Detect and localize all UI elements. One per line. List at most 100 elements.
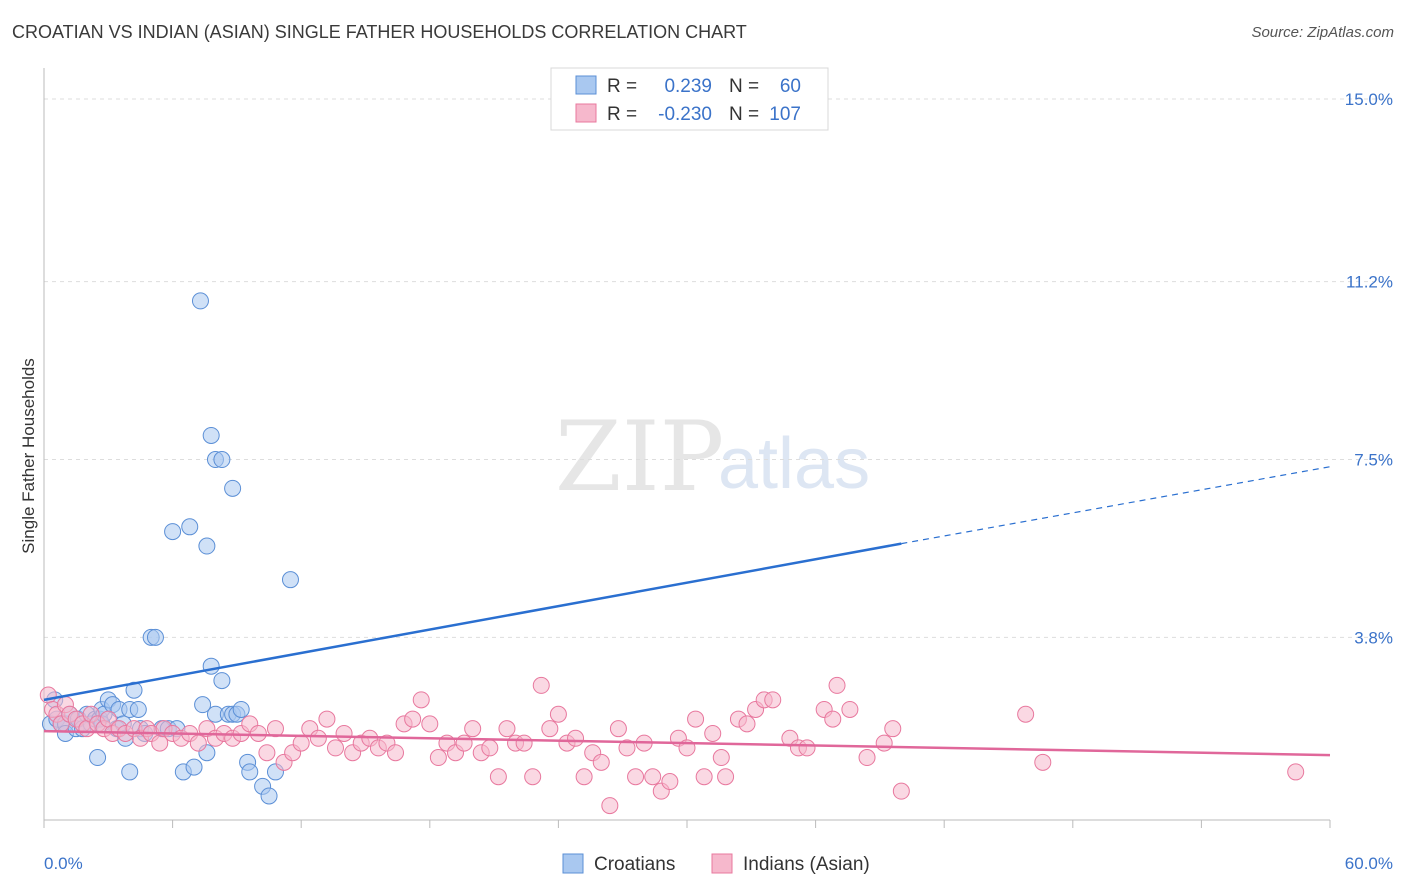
data-point — [481, 739, 499, 757]
data-point — [129, 700, 147, 718]
data-point — [798, 739, 816, 757]
y-tick-label: 11.2% — [1346, 273, 1393, 292]
data-point — [1287, 763, 1305, 781]
data-point — [39, 686, 57, 704]
x-tick-label: 60.0% — [1345, 854, 1393, 873]
trend-line-croatians — [43, 542, 902, 702]
data-point — [189, 734, 207, 752]
data-point — [191, 292, 209, 310]
series-legend: Croatians Indians (Asian) — [562, 853, 870, 875]
x-tick-label: 0.0% — [44, 854, 83, 873]
watermark-atlas: atlas — [718, 424, 870, 504]
y-tick-label: 15.0% — [1345, 90, 1393, 109]
data-point — [575, 768, 593, 786]
data-point — [198, 537, 216, 555]
data-point — [412, 691, 430, 709]
data-point — [515, 734, 533, 752]
data-point — [824, 710, 842, 728]
data-point — [213, 451, 231, 469]
data-point — [489, 768, 507, 786]
data-point — [455, 734, 473, 752]
y-tick-label: 3.8% — [1354, 628, 1393, 647]
y-tick-labels: 3.8% 7.5% 11.2% 15.0% — [1345, 90, 1393, 647]
data-point — [404, 710, 422, 728]
legend-n-value: 60 — [780, 76, 801, 97]
data-point — [181, 518, 199, 536]
data-point — [712, 749, 730, 767]
data-point — [202, 426, 220, 444]
legend-n-value: 107 — [769, 104, 801, 125]
trend-line-croatians-extension — [901, 466, 1331, 545]
data-point — [164, 523, 182, 541]
data-point — [292, 734, 310, 752]
data-point — [421, 715, 439, 733]
data-point — [704, 724, 722, 742]
legend-label-indians: Indians (Asian) — [743, 854, 870, 875]
legend-swatch-croatians — [575, 75, 597, 95]
data-point — [828, 676, 846, 694]
data-point — [498, 720, 516, 738]
y-axis-label: Single Father Households — [19, 358, 38, 554]
data-point — [464, 720, 482, 738]
legend-n-label: N = — [729, 76, 759, 97]
data-point — [627, 768, 645, 786]
data-point — [695, 768, 713, 786]
data-point — [875, 734, 893, 752]
data-point — [266, 720, 284, 738]
data-point — [232, 700, 250, 718]
legend-swatch-croatians-bottom — [562, 853, 584, 874]
data-point — [89, 749, 107, 767]
data-point — [524, 768, 542, 786]
legend-n-label: N = — [729, 104, 759, 125]
data-point — [241, 763, 259, 781]
data-point — [541, 720, 559, 738]
legend-r-value: 0.239 — [664, 76, 712, 97]
data-point — [213, 672, 231, 690]
data-point — [121, 763, 139, 781]
legend-swatch-indians-bottom — [711, 853, 733, 874]
data-point — [532, 676, 550, 694]
x-tick-labels: 0.0% 60.0% — [44, 854, 1393, 873]
data-point — [764, 691, 782, 709]
data-point — [224, 479, 242, 497]
data-point — [1034, 753, 1052, 771]
data-point — [318, 710, 336, 728]
legend-box — [550, 67, 829, 131]
legend-r-label: R = — [607, 104, 637, 125]
watermark-zip: ZIP — [555, 401, 724, 513]
legend-r-label: R = — [607, 76, 637, 97]
data-point — [194, 696, 212, 714]
data-point — [185, 758, 203, 776]
data-point — [738, 715, 756, 733]
gridlines — [44, 98, 1395, 638]
data-point — [892, 782, 910, 800]
data-point — [884, 720, 902, 738]
data-point — [1017, 705, 1035, 723]
data-point — [258, 744, 276, 762]
trend-lines — [43, 466, 1331, 757]
data-point — [644, 768, 662, 786]
data-point — [326, 739, 344, 757]
data-point — [387, 744, 405, 762]
data-point — [260, 787, 278, 805]
data-point — [717, 768, 735, 786]
data-point — [601, 797, 619, 815]
y-tick-label: 7.5% — [1354, 451, 1393, 470]
source-label: Source: ZipAtlas.com — [1251, 24, 1394, 41]
data-point — [567, 729, 585, 747]
data-point — [549, 705, 567, 723]
data-point — [429, 749, 447, 767]
data-point — [661, 773, 679, 791]
data-point — [841, 700, 859, 718]
data-point — [281, 571, 299, 589]
trend-line-indians — [43, 729, 1331, 757]
data-point — [202, 657, 220, 675]
data-point — [335, 724, 353, 742]
legend-r-value: -0.230 — [658, 104, 712, 125]
correlation-legend: R = 0.239 N = 60 R = -0.230 N = 107 — [550, 67, 829, 131]
series-indians-asian — [39, 676, 1305, 815]
data-point — [249, 724, 267, 742]
data-point — [687, 710, 705, 728]
data-point — [858, 749, 876, 767]
data-point — [618, 739, 636, 757]
